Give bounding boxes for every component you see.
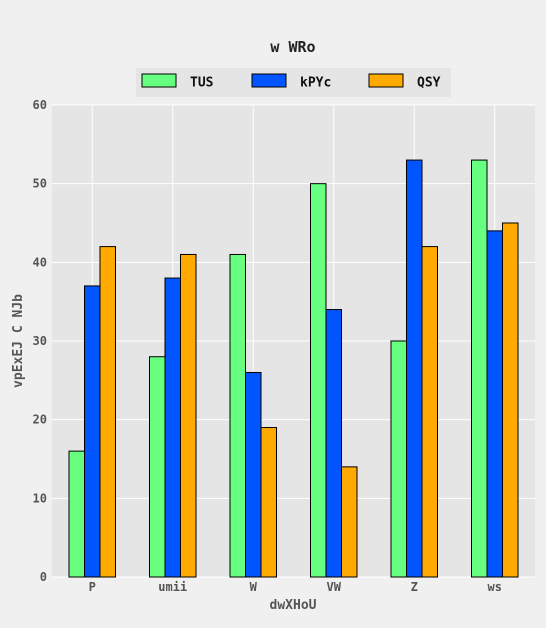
bar-TUS-P bbox=[68, 450, 85, 578]
bar-kPYc-P bbox=[84, 285, 101, 578]
bar-QSY-umii bbox=[180, 253, 197, 578]
bar-QSY-W bbox=[260, 427, 277, 578]
bar-kPYc-ws bbox=[486, 230, 503, 578]
legend-background bbox=[136, 68, 451, 97]
legend-swatch-TUS bbox=[141, 73, 177, 88]
y-tick-label: 50 bbox=[33, 177, 47, 191]
legend-swatch-QSY bbox=[368, 73, 404, 88]
y-tick-label: 40 bbox=[33, 255, 47, 269]
x-tick-label: W bbox=[250, 580, 258, 594]
legend-swatch-kPYc bbox=[251, 73, 287, 88]
bar-kPYc-umii bbox=[164, 277, 181, 578]
bar-kPYc-VW bbox=[325, 309, 342, 578]
bar-TUS-ws bbox=[471, 159, 488, 578]
y-tick-label: 0 bbox=[40, 570, 47, 584]
bar-TUS-VW bbox=[310, 183, 327, 578]
bar-TUS-Z bbox=[390, 340, 407, 578]
legend-label-TUS: TUS bbox=[190, 76, 214, 91]
y-tick-label: 20 bbox=[33, 413, 47, 427]
bar-kPYc-Z bbox=[406, 159, 423, 578]
x-tick-label: VW bbox=[327, 580, 342, 594]
x-tick-label: P bbox=[89, 580, 96, 594]
y-axis-label: vpExEJ C NJb bbox=[11, 294, 26, 388]
chart-title: w WRo bbox=[270, 38, 315, 56]
bars bbox=[68, 159, 519, 578]
bar-QSY-VW bbox=[341, 466, 358, 578]
bar-TUS-umii bbox=[149, 356, 166, 578]
x-tick-label: umii bbox=[158, 580, 187, 594]
bar-QSY-Z bbox=[421, 246, 438, 578]
bar-kPYc-W bbox=[245, 371, 262, 578]
y-tick-label: 10 bbox=[33, 491, 47, 505]
bar-QSY-ws bbox=[502, 222, 519, 578]
y-tick-label: 60 bbox=[33, 98, 47, 112]
bar-TUS-W bbox=[229, 253, 246, 578]
x-tick-label: ws bbox=[488, 580, 502, 594]
bar-QSY-P bbox=[99, 246, 116, 578]
legend-label-QSY: QSY bbox=[417, 76, 441, 91]
legend: TUS kPYc QSY bbox=[136, 68, 451, 97]
y-tick-label: 30 bbox=[33, 334, 47, 348]
legend-label-kPYc: kPYc bbox=[300, 76, 331, 91]
x-tick-label: Z bbox=[411, 580, 418, 594]
x-axis-label: dwXHoU bbox=[270, 598, 317, 613]
